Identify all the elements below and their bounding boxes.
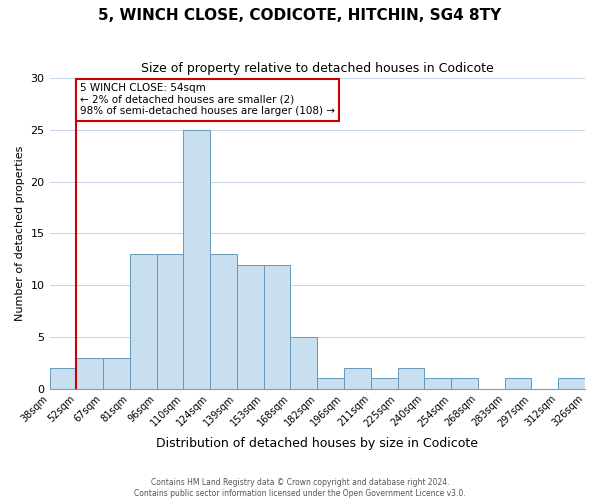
Bar bbox=[103, 358, 130, 389]
Bar bbox=[264, 264, 290, 389]
Bar bbox=[505, 378, 532, 389]
Bar bbox=[184, 130, 210, 389]
Bar bbox=[451, 378, 478, 389]
Bar bbox=[424, 378, 451, 389]
Bar bbox=[317, 378, 344, 389]
Bar bbox=[237, 264, 264, 389]
Bar bbox=[290, 337, 317, 389]
Bar bbox=[398, 368, 424, 389]
Bar bbox=[344, 368, 371, 389]
Text: 5 WINCH CLOSE: 54sqm
← 2% of detached houses are smaller (2)
98% of semi-detache: 5 WINCH CLOSE: 54sqm ← 2% of detached ho… bbox=[80, 83, 335, 116]
Bar bbox=[130, 254, 157, 389]
Y-axis label: Number of detached properties: Number of detached properties bbox=[15, 146, 25, 321]
Title: Size of property relative to detached houses in Codicote: Size of property relative to detached ho… bbox=[141, 62, 494, 76]
Text: Contains HM Land Registry data © Crown copyright and database right 2024.
Contai: Contains HM Land Registry data © Crown c… bbox=[134, 478, 466, 498]
Text: 5, WINCH CLOSE, CODICOTE, HITCHIN, SG4 8TY: 5, WINCH CLOSE, CODICOTE, HITCHIN, SG4 8… bbox=[98, 8, 502, 22]
Bar bbox=[50, 368, 76, 389]
X-axis label: Distribution of detached houses by size in Codicote: Distribution of detached houses by size … bbox=[156, 437, 478, 450]
Bar bbox=[371, 378, 398, 389]
Bar bbox=[210, 254, 237, 389]
Bar bbox=[157, 254, 184, 389]
Bar bbox=[558, 378, 585, 389]
Bar bbox=[76, 358, 103, 389]
